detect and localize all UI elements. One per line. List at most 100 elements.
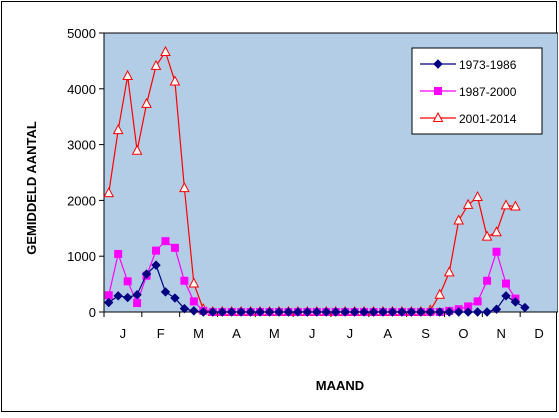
data-point [112,124,124,135]
axes: 0 1000 2000 3000 4000 5000 J F M A M J J A S O N D [67,26,544,341]
data-point [255,307,265,317]
data-point [491,304,502,314]
data-point [483,276,492,285]
data-point [133,299,142,308]
legend-marker [432,111,444,122]
data-point [217,307,227,317]
x-tick-label: N [497,326,506,341]
data-point [169,75,181,86]
y-tick-label: 0 [89,305,96,320]
x-tick-label: A [383,326,392,341]
data-point [236,307,246,317]
data-point [170,293,180,303]
x-tick-label: S [421,326,430,341]
x-tick-label: J [347,326,354,341]
data-point [473,297,482,306]
data-point [114,249,123,258]
data-point [453,214,465,225]
data-point [104,297,114,308]
data-point [188,277,200,288]
data-point [500,199,512,210]
x-tick-label: M [269,326,280,341]
y-tick-label: 3000 [67,138,96,153]
data-point [331,307,341,317]
data-point [264,307,275,317]
chart-svg: 0 1000 2000 3000 4000 5000 J F M A M J J A S O N D 1973-1… [24,26,559,393]
data-point [104,291,113,300]
data-point [472,307,483,317]
data-point [453,307,464,317]
x-tick-label: M [193,326,204,341]
data-point [180,276,189,285]
data-point [226,307,237,317]
data-point [397,307,407,317]
data-point [435,307,445,317]
data-point [160,45,171,56]
y-tick-label: 5000 [67,26,96,41]
data-point [510,297,521,307]
data-point [122,69,133,80]
data-point [492,247,501,256]
data-point [359,307,369,317]
data-point [434,288,446,299]
data-point [463,307,473,317]
data-point [443,266,455,277]
data-point [406,307,417,317]
x-tick-label: O [458,326,468,341]
legend-marker [434,87,442,95]
data-point [245,307,256,317]
data-point [472,190,483,202]
x-axis-label: MAAND [316,378,364,393]
data-point [103,187,115,198]
data-point [189,306,199,316]
data-point [491,226,502,237]
data-point [179,182,190,193]
legend-label: 1987-2000 [459,85,517,99]
data-point [387,307,398,317]
y-axis-label: GEMIDDELD AANTAL [24,121,39,255]
legend-label: 1973-1986 [459,58,517,72]
y-tick-label: 4000 [67,82,96,97]
data-point [150,59,162,70]
data-point [198,307,209,317]
data-point [123,277,132,286]
data-point [368,307,379,317]
x-tick-label: J [120,326,127,341]
data-point [321,307,331,317]
data-point [122,292,133,303]
data-point [501,279,510,288]
series-1973-1986 [104,260,530,317]
data-point [208,307,218,317]
data-point [378,307,388,317]
data-point [113,291,123,301]
data-point [160,287,171,297]
data-point [141,269,152,279]
data-point [312,307,322,317]
data-point [482,307,492,317]
x-tick-label: A [232,326,241,341]
series-layer [103,45,530,317]
data-point [151,260,161,270]
data-point [152,246,161,255]
x-tick-label: F [157,326,165,341]
data-point [349,307,360,317]
data-point [189,297,198,306]
data-point [520,302,530,313]
data-point [510,200,521,211]
data-point [302,307,313,317]
x-tick-label: J [309,326,316,341]
data-point [416,307,426,317]
x-tick-label: D [534,326,543,341]
data-point [132,289,142,300]
data-point [283,307,294,317]
legend-label: 2001-2014 [459,112,517,126]
data-point [425,307,436,317]
y-tick-label: 1000 [67,249,96,264]
data-point [340,307,350,317]
data-point [141,97,152,108]
y-tick-label: 2000 [67,193,96,208]
data-point [274,307,284,317]
data-point [293,307,303,317]
data-point [462,198,474,209]
